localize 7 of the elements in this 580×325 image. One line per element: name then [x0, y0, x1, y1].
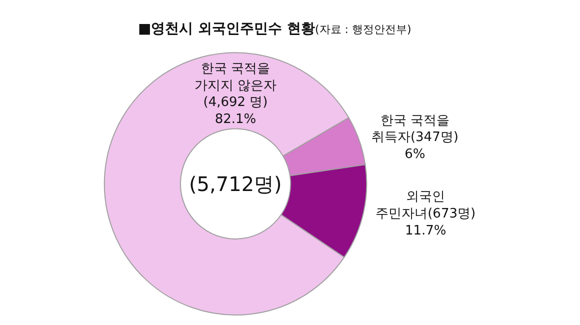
slice-label: 한국 국적을 가지지 않은자: [194, 61, 277, 94]
data-label: (4,692 명) 82.1%: [203, 95, 268, 128]
slice-label: 외국인 주민자녀(673명) 11.7%: [376, 190, 476, 238]
chart-title: ■영천시 외국인주민수 현황: [138, 21, 315, 37]
text: (5,712명): [189, 172, 282, 196]
chart-subtitle: (자료 : 행정안전부): [314, 23, 412, 36]
slice-label: 한국 국적을 취득자(347명) 6%: [371, 113, 458, 162]
